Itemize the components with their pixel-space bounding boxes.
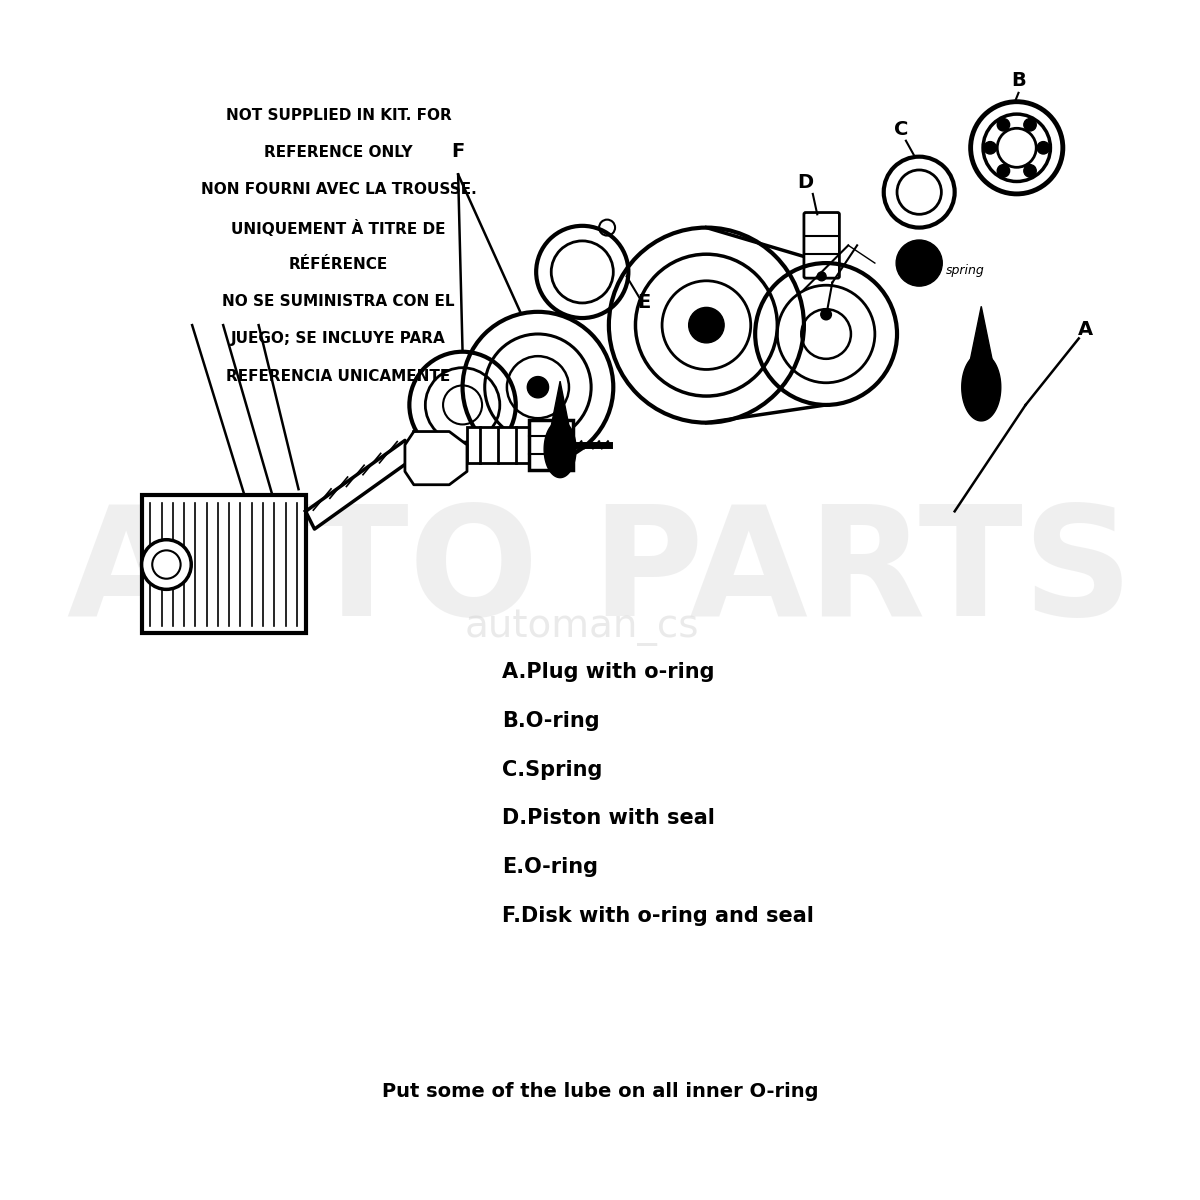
Text: A.Plug with o-ring: A.Plug with o-ring [503, 662, 715, 682]
Bar [142, 496, 306, 632]
Text: E: E [637, 294, 650, 312]
Circle shape [898, 170, 941, 215]
Text: automan_cs: automan_cs [466, 607, 700, 646]
Circle shape [821, 310, 832, 320]
Polygon shape [404, 432, 467, 485]
Text: NOT SUPPLIED IN KIT. FOR: NOT SUPPLIED IN KIT. FOR [226, 108, 451, 122]
Text: NO SE SUMINISTRA CON EL: NO SE SUMINISTRA CON EL [222, 294, 455, 310]
Text: A: A [1079, 320, 1093, 340]
Text: F.Disk with o-ring and seal: F.Disk with o-ring and seal [503, 906, 815, 926]
Polygon shape [970, 306, 992, 364]
Text: REFERENCE ONLY: REFERENCE ONLY [264, 145, 413, 160]
Text: REFERENCIA UNICAMENTE: REFERENCIA UNICAMENTE [227, 368, 450, 384]
Circle shape [551, 241, 613, 302]
Circle shape [896, 240, 942, 286]
Text: D: D [798, 173, 814, 192]
Circle shape [142, 540, 191, 589]
Polygon shape [551, 382, 570, 430]
Circle shape [997, 119, 1009, 131]
Text: C: C [894, 120, 908, 139]
FancyBboxPatch shape [804, 212, 840, 278]
Text: UNIQUEMENT À TITRE DE: UNIQUEMENT À TITRE DE [232, 220, 445, 236]
Text: NON FOURNI AVEC LA TROUSSE.: NON FOURNI AVEC LA TROUSSE. [200, 182, 476, 197]
Text: RÉFÉRENCE: RÉFÉRENCE [289, 257, 388, 272]
Bar [529, 420, 574, 469]
Text: E.O-ring: E.O-ring [503, 857, 599, 877]
Circle shape [1024, 164, 1037, 178]
Circle shape [1024, 119, 1037, 131]
Circle shape [984, 142, 996, 154]
Circle shape [689, 307, 724, 343]
Text: spring: spring [946, 264, 984, 277]
Text: B.O-ring: B.O-ring [503, 710, 600, 731]
Polygon shape [306, 440, 414, 529]
Text: C.Spring: C.Spring [503, 760, 602, 780]
Text: Put some of the lube on all inner O-ring: Put some of the lube on all inner O-ring [382, 1082, 818, 1100]
Polygon shape [544, 421, 576, 478]
Text: B: B [1012, 71, 1026, 90]
Text: JUEGO; SE INCLUYE PARA: JUEGO; SE INCLUYE PARA [232, 331, 446, 347]
Text: D.Piston with seal: D.Piston with seal [503, 809, 715, 828]
Text: F: F [451, 142, 464, 161]
Circle shape [1037, 142, 1050, 154]
Text: AUTO PARTS: AUTO PARTS [67, 499, 1133, 648]
Circle shape [997, 164, 1009, 178]
Circle shape [527, 377, 548, 398]
Circle shape [817, 272, 826, 281]
Bar [467, 427, 529, 462]
Polygon shape [961, 354, 1001, 421]
